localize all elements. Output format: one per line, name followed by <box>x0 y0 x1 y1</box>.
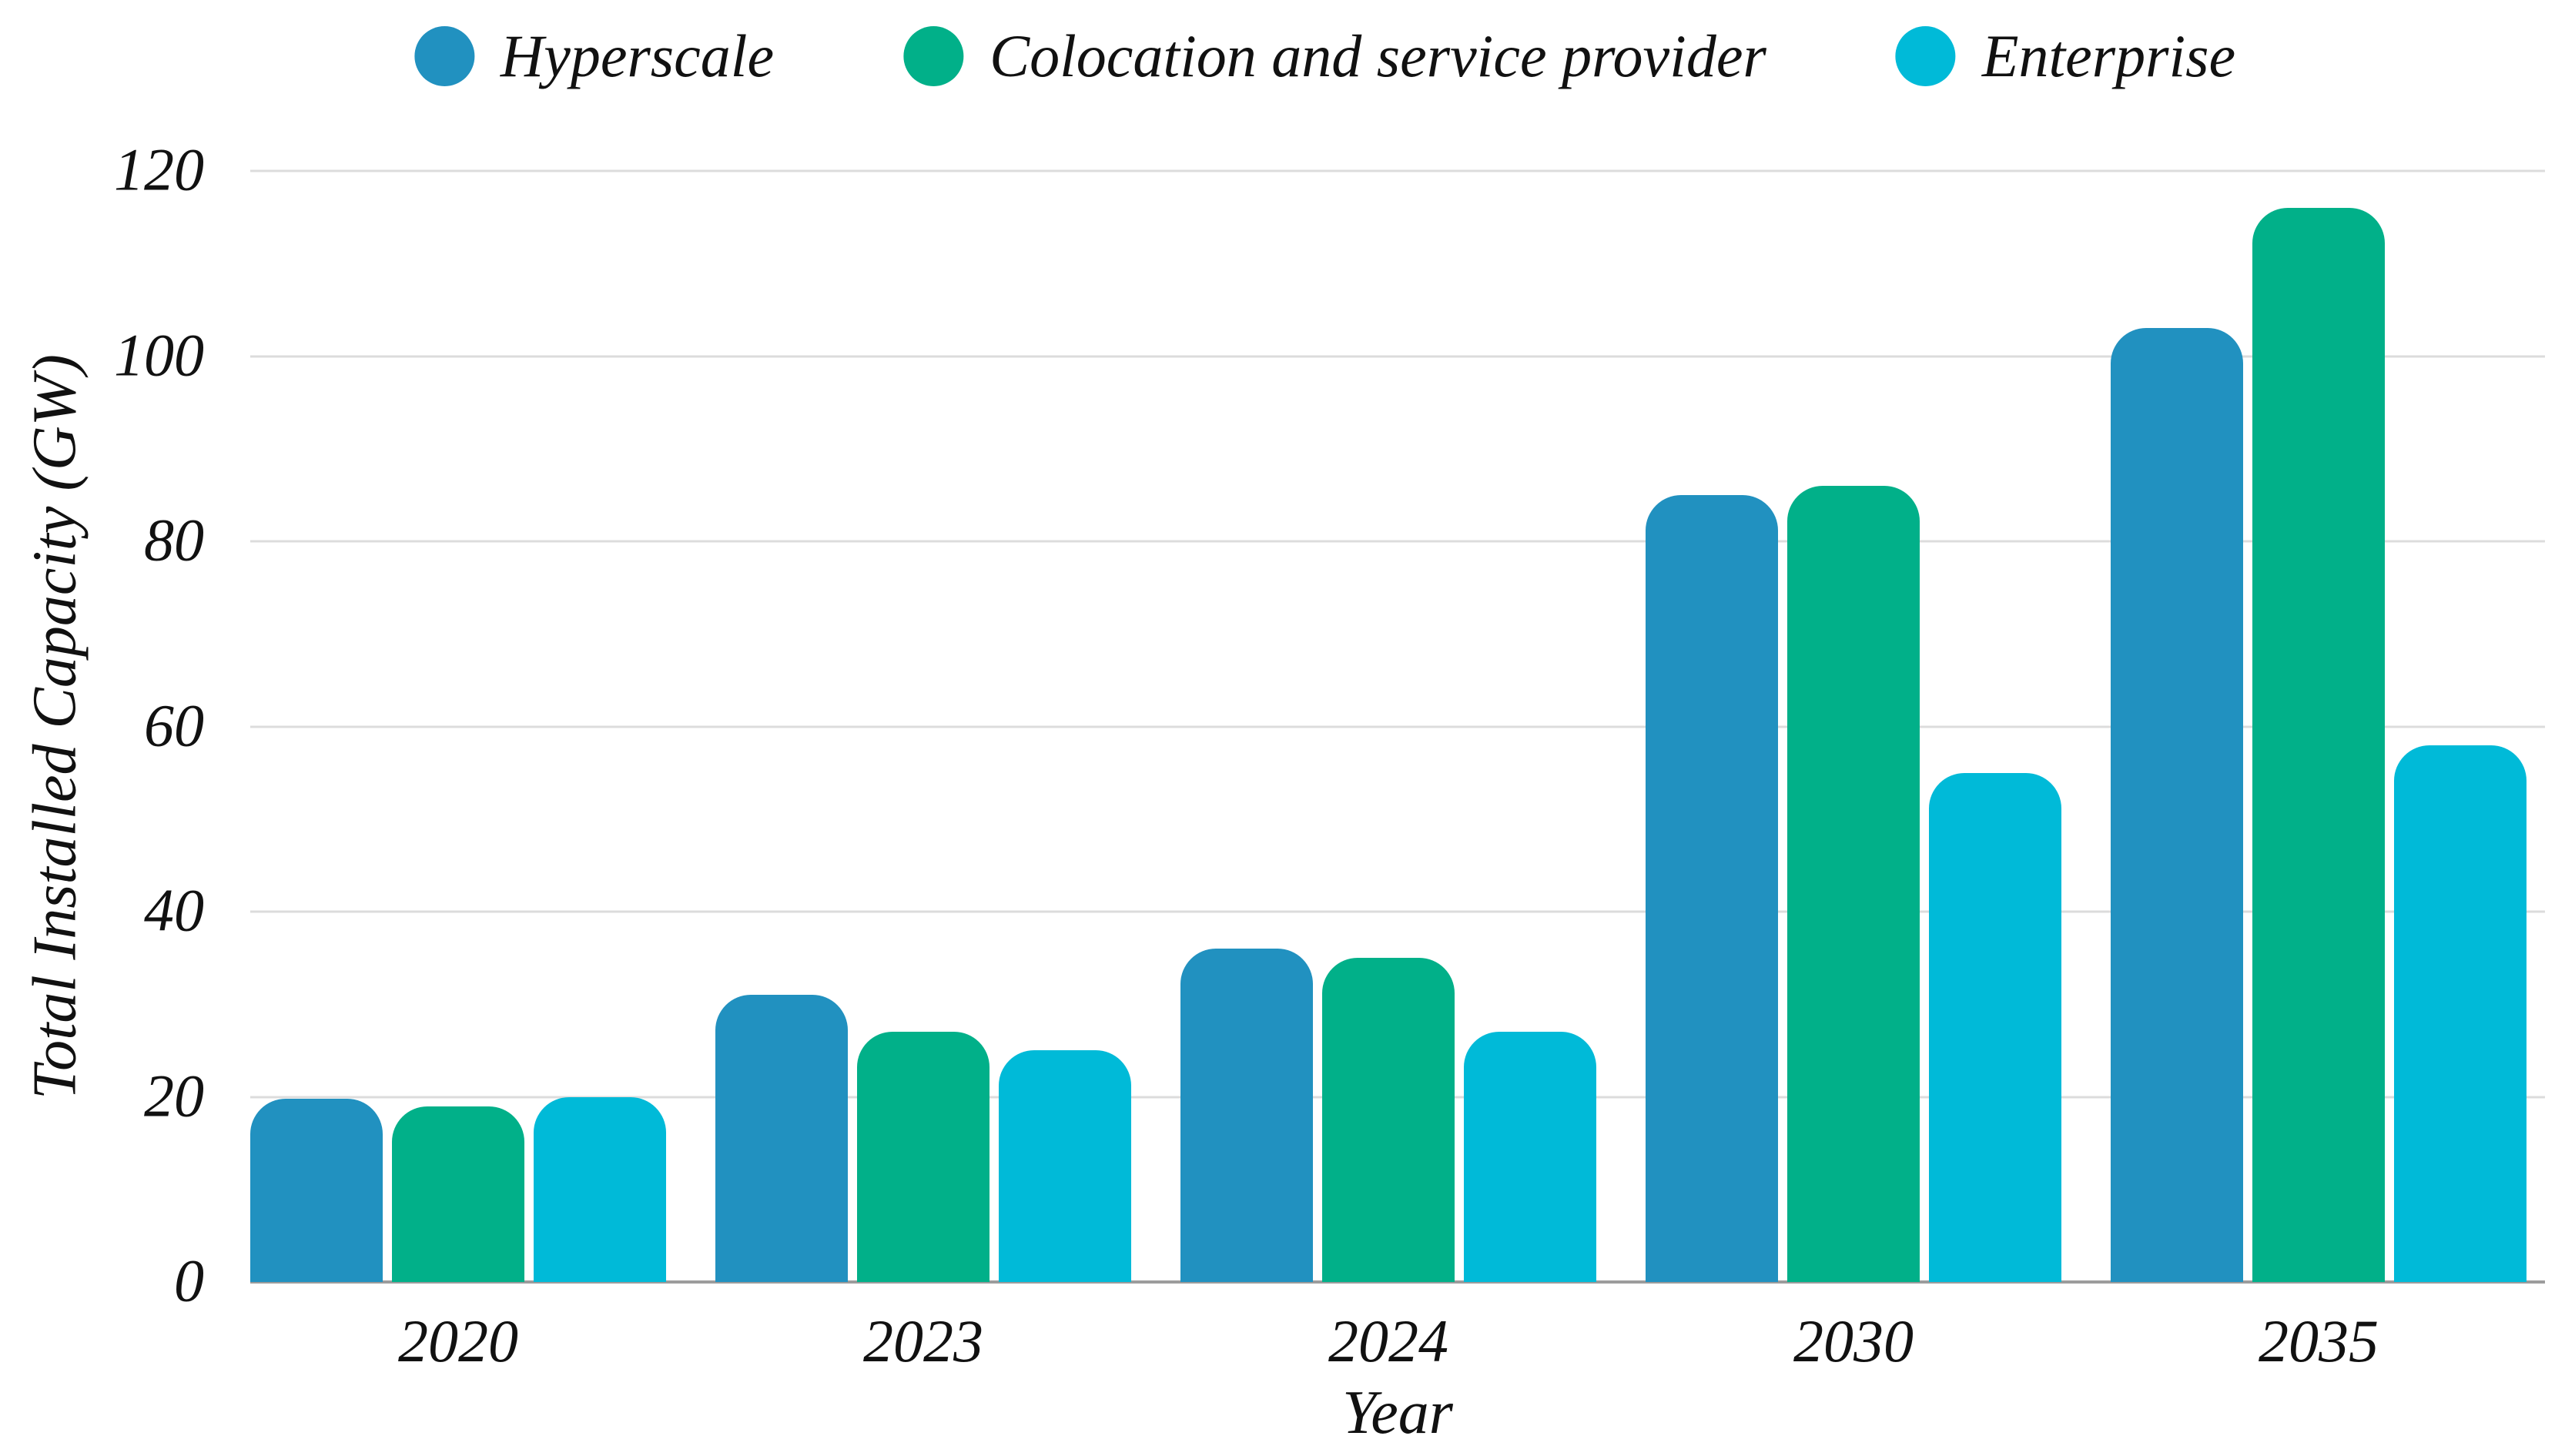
enterprise-legend-dot-icon <box>1895 26 1956 86</box>
gridline-y-120 <box>250 169 2545 172</box>
bar-2024-enterprise <box>1464 1032 1596 1282</box>
x-axis-title: Year <box>1342 1379 1453 1447</box>
legend-item-hyperscale: Hyperscale <box>414 26 774 86</box>
y-tick-label-100: 100 <box>114 320 204 388</box>
bar-2030-colocation-and-service-provider <box>1787 485 1920 1282</box>
bar-2023-enterprise <box>999 1050 1131 1282</box>
bars-row: 2020 2023 2024 2030 2035 <box>250 171 2545 1371</box>
legend-item-enterprise: Enterprise <box>1895 22 2236 89</box>
bar-2035-enterprise <box>2394 745 2526 1282</box>
bar-group-2023: 2023 <box>715 171 1131 1371</box>
x-tick-label-2030: 2030 <box>1793 1307 1914 1374</box>
bar-2023-colocation-and-service-provider <box>857 1032 990 1282</box>
bar-2024-colocation-and-service-provider <box>1322 958 1455 1282</box>
bar-2023-hyperscale <box>715 995 848 1282</box>
y-tick-label-60: 60 <box>144 691 204 758</box>
x-axis-baseline <box>250 1280 2545 1284</box>
legend-item-colocation: Colocation and service provider <box>903 26 1766 86</box>
bar-2020-hyperscale <box>250 1098 383 1282</box>
bar-2020-colocation-and-service-provider <box>392 1106 524 1282</box>
bar-group-2030: 2030 <box>1646 171 2061 1371</box>
bar-2020-enterprise <box>534 1096 666 1282</box>
bar-2030-hyperscale <box>1646 494 1778 1282</box>
bar-2030-enterprise <box>1929 772 2061 1282</box>
x-tick-label-2020: 2020 <box>398 1307 518 1374</box>
gridline-y-80 <box>250 540 2545 543</box>
bar-2035-colocation-and-service-provider <box>2252 208 2385 1282</box>
bar-2035-hyperscale <box>2111 328 2243 1282</box>
gridline-y-100 <box>250 355 2545 357</box>
gridline-y-60 <box>250 725 2545 728</box>
bar-group-2035: 2035 <box>2111 171 2526 1371</box>
y-tick-label-80: 80 <box>144 506 204 574</box>
legend-label-colocation: Colocation and service provider <box>990 22 1766 89</box>
bar-group-2024: 2024 <box>1180 171 1596 1371</box>
x-tick-label-2035: 2035 <box>2259 1307 2379 1374</box>
colocation-legend-dot-icon <box>903 26 964 86</box>
bar-2024-hyperscale <box>1180 949 1313 1282</box>
y-tick-label-0: 0 <box>174 1247 204 1314</box>
hyperscale-legend-dot-icon <box>414 26 474 86</box>
legend-label-hyperscale: Hyperscale <box>500 22 775 89</box>
x-tick-label-2024: 2024 <box>1328 1307 1448 1374</box>
legend-label-enterprise: Enterprise <box>1981 22 2236 89</box>
legend: Hyperscale Colocation and service provid… <box>414 26 2235 86</box>
plot-area: 2020 2023 2024 2030 2035 <box>250 169 2545 1371</box>
y-tick-label-120: 120 <box>114 136 204 203</box>
x-tick-label-2023: 2023 <box>863 1307 983 1374</box>
y-tick-label-40: 40 <box>144 876 204 944</box>
bar-group-2020: 2020 <box>250 171 666 1371</box>
y-tick-label-20: 20 <box>144 1061 204 1129</box>
gridline-y-40 <box>250 910 2545 913</box>
